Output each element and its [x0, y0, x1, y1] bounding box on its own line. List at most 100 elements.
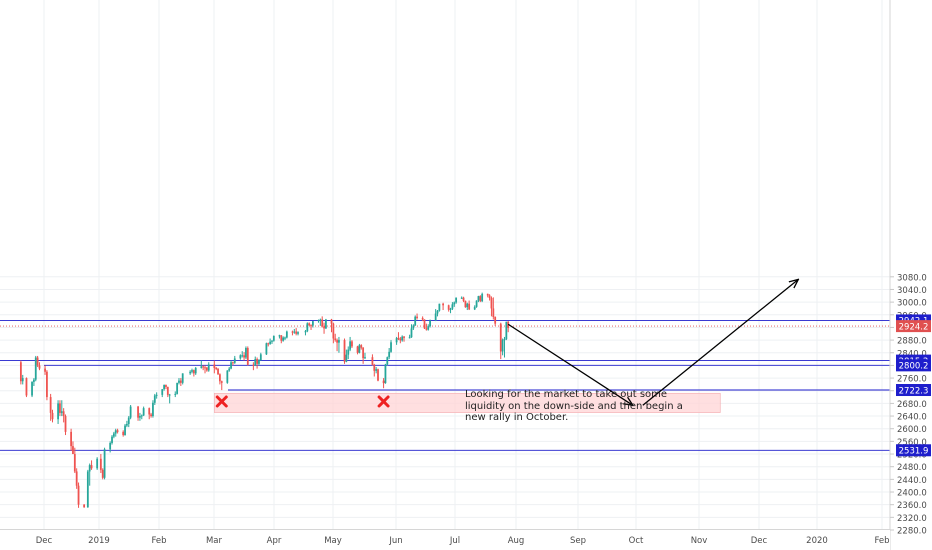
candle-body [291, 331, 294, 333]
candle-body [501, 339, 504, 352]
candle-body [325, 319, 327, 329]
candle-body [503, 339, 506, 341]
candle-body [473, 306, 476, 310]
candle-body [267, 343, 270, 345]
candle-body [60, 411, 63, 413]
candle-body [338, 340, 340, 343]
candle-body [349, 341, 351, 350]
candle-body [304, 331, 307, 333]
candle-body [181, 373, 184, 383]
candle-body [282, 337, 285, 341]
price-level-label: 2924.2 [899, 322, 929, 332]
candle-body [34, 357, 37, 380]
annotation-text: Looking for the market to take out some … [465, 389, 695, 424]
candle-body [505, 321, 508, 340]
candle-body [189, 371, 192, 374]
candle-body [192, 370, 195, 374]
y-tick-label: 2680.0 [897, 400, 927, 410]
candle-body [449, 308, 452, 310]
candle-body [308, 323, 311, 326]
candle-body [233, 358, 236, 363]
y-tick-label: 2440.0 [897, 476, 927, 486]
candle-body [395, 338, 398, 343]
y-tick-label: 2280.0 [897, 527, 927, 537]
candle-body [295, 331, 298, 334]
candle-body [153, 395, 156, 403]
candle-body [174, 393, 177, 395]
x-tick-label: May [324, 536, 342, 546]
candle-body [486, 293, 489, 296]
liquidity-zone [214, 392, 721, 413]
candle-body [347, 349, 350, 355]
candle-body [280, 335, 283, 341]
candle-body [150, 414, 152, 417]
x-tick-label: Dec [36, 536, 53, 546]
candle-body [451, 304, 454, 309]
candle-body [412, 325, 415, 329]
candle-body [166, 386, 169, 395]
candle-body [254, 359, 257, 366]
candle-body [442, 303, 444, 306]
candle-body [57, 403, 59, 420]
candle-body [403, 336, 405, 338]
x-tick-label: Sep [570, 536, 586, 546]
candle-body [492, 308, 495, 317]
candle-body [49, 397, 52, 413]
candle-body [319, 319, 322, 321]
candle-body [75, 471, 78, 486]
y-tick-label: 2760.0 [897, 375, 927, 385]
candle-body [202, 366, 205, 368]
candle-body [220, 381, 223, 383]
candle-body [101, 469, 104, 478]
candle-body [46, 371, 48, 398]
y-tick-label: 3000.0 [897, 299, 927, 309]
y-tick-label: 2480.0 [897, 463, 927, 473]
candle-body [44, 368, 46, 372]
candle-body [334, 338, 337, 341]
candle-body [126, 423, 128, 426]
price-level-lines [0, 319, 890, 451]
candle-body [73, 454, 76, 472]
candle-body [176, 382, 179, 394]
candle-body [205, 367, 208, 371]
candle-body [207, 364, 210, 371]
x-tick-label: 2019 [88, 536, 110, 546]
candle-body [96, 458, 99, 469]
y-tick-label: 2640.0 [897, 413, 927, 423]
candle-body [191, 370, 193, 372]
candle-body [421, 317, 424, 320]
candle-body [356, 346, 359, 353]
candle-body [323, 326, 325, 329]
candle-body [31, 381, 33, 396]
candle-body [397, 338, 400, 340]
candle-body [388, 351, 391, 358]
candle-body [103, 449, 106, 478]
candle-body [88, 465, 91, 472]
candle-body [321, 319, 324, 327]
candle-body [386, 357, 389, 365]
candle-body [19, 362, 22, 382]
candle-body [226, 370, 229, 383]
candle-body [241, 355, 244, 357]
candle-body [140, 415, 143, 417]
candle-body [284, 337, 286, 339]
candle-body [345, 354, 348, 362]
candle-body [109, 442, 112, 450]
candle-body [488, 295, 491, 299]
candle-body [312, 321, 314, 326]
candle-body [364, 357, 366, 359]
candle-body [343, 340, 346, 362]
candle-body [285, 331, 288, 338]
x-tick-label: Nov [691, 536, 708, 546]
candle-body [265, 343, 268, 355]
candle-body [306, 323, 309, 332]
candle-body [127, 417, 130, 424]
x-markers [215, 395, 390, 408]
candle-body [423, 319, 426, 329]
candle-body [139, 416, 141, 418]
candle-body [112, 433, 115, 437]
candle-body [460, 297, 463, 299]
y-tick-label: 3040.0 [897, 286, 927, 296]
